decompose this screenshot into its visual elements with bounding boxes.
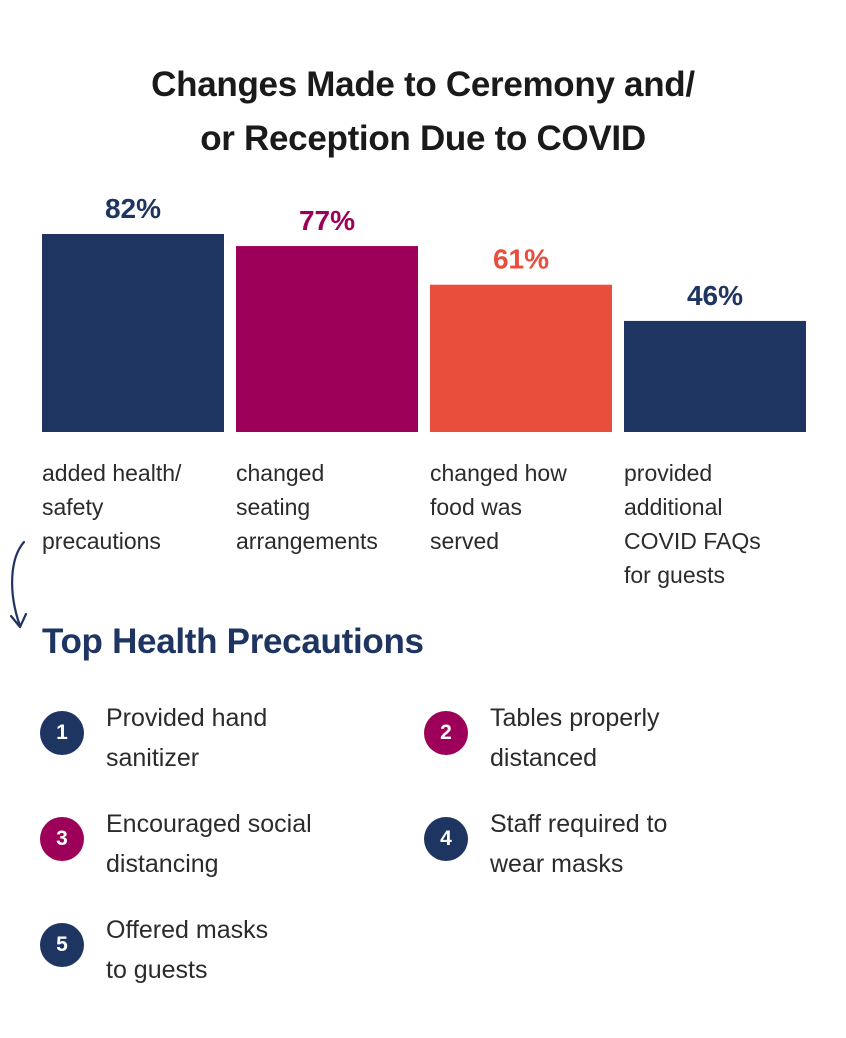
number-badge-3: 3 <box>40 817 84 861</box>
bar-3 <box>430 284 612 432</box>
value-label-4: 46% <box>687 280 743 311</box>
category-label-4: provided additional COVID FAQs for guest… <box>624 460 761 588</box>
number-badge-1: 1 <box>40 711 84 755</box>
precaution-text-3: Encouraged social distancing <box>106 810 312 878</box>
category-label-2: changed seating arrangements <box>236 460 378 554</box>
chart-title-line-1: Changes Made to Ceremony and/ <box>151 65 695 104</box>
value-label-2: 77% <box>299 205 355 236</box>
precaution-text-4: Staff required to wear masks <box>490 810 668 878</box>
number-badge-4: 4 <box>424 817 468 861</box>
value-label-3: 61% <box>493 244 549 275</box>
precaution-text-2: Tables properly distanced <box>490 704 660 772</box>
chart-title: Changes Made to Ceremony and/ or Recepti… <box>40 58 806 166</box>
category-label-1: added health/ safety precautions <box>42 460 182 554</box>
bar-chart: 82% 77% 61% 46% <box>42 193 806 432</box>
bar-4 <box>624 320 806 432</box>
bar-1 <box>42 234 224 432</box>
precaution-text-5: Offered masks to guests <box>106 916 269 984</box>
bar-2 <box>236 246 418 432</box>
curved-arrow-down-icon <box>9 540 28 629</box>
number-badge-2: 2 <box>424 711 468 755</box>
section-title: Top Health Precautions <box>42 622 424 661</box>
value-label-1: 82% <box>105 193 161 224</box>
number-badge-5: 5 <box>40 923 84 967</box>
precaution-text-1: Provided hand sanitizer <box>106 704 268 772</box>
category-label-3: changed how food was served <box>430 460 567 554</box>
chart-title-line-2: or Reception Due to COVID <box>200 119 646 158</box>
